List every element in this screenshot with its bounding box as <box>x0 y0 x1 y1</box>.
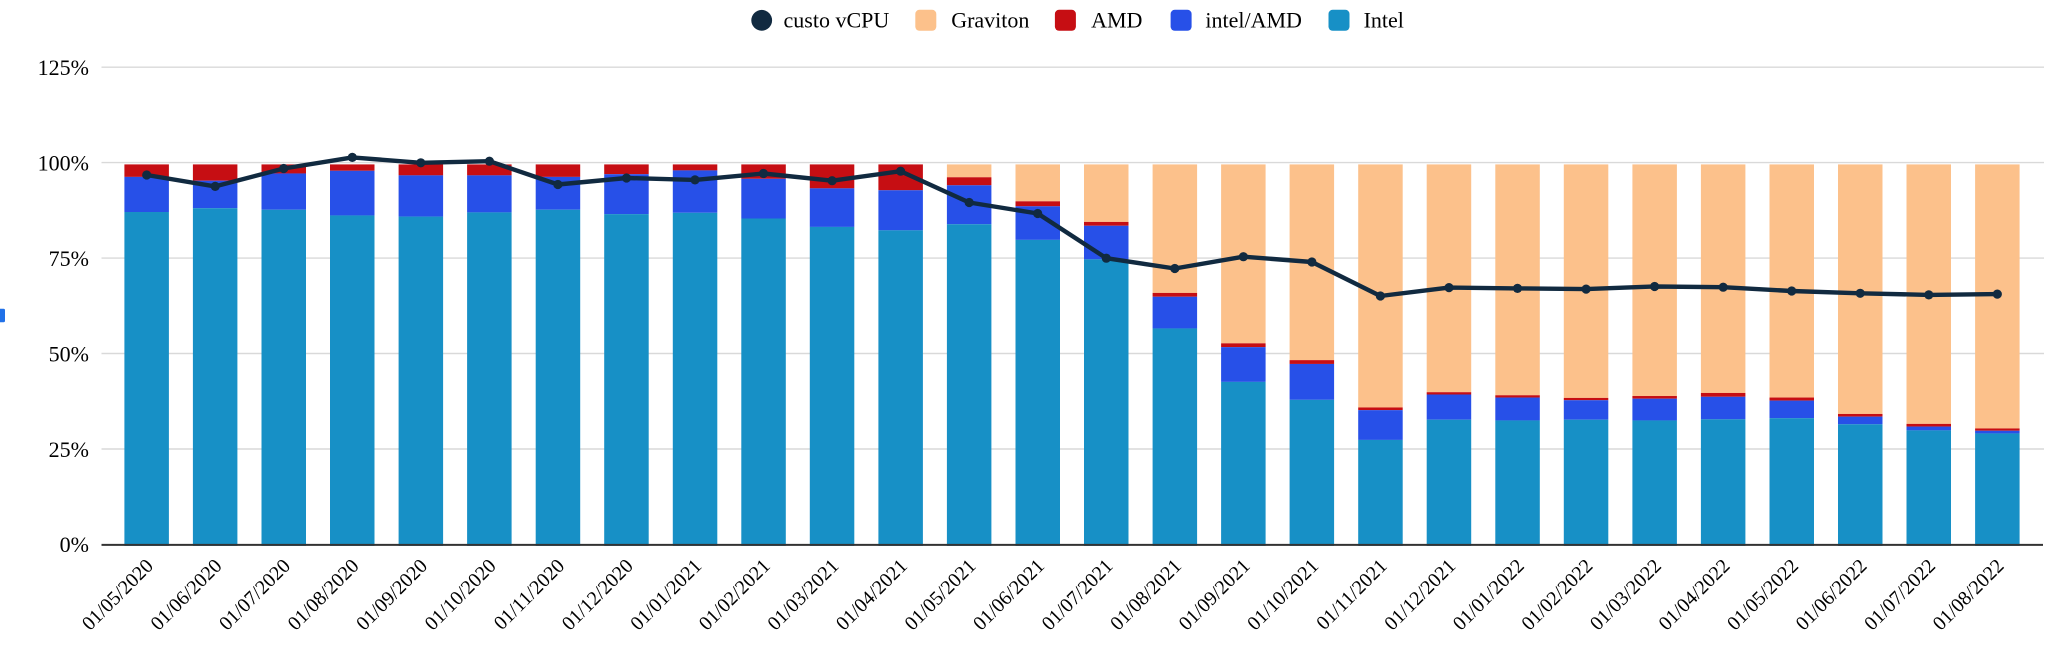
svg-text:AMD: AMD <box>1091 7 1142 32</box>
svg-text:custo vCPU: custo vCPU <box>784 7 890 32</box>
svg-text:125%: 125% <box>38 55 89 80</box>
svg-text:50%: 50% <box>49 341 89 366</box>
svg-text:Intel: Intel <box>1364 7 1404 32</box>
svg-text:100%: 100% <box>38 150 89 175</box>
svg-text:25%: 25% <box>49 437 89 462</box>
svg-text:0%: 0% <box>60 532 89 557</box>
svg-text:intel/AMD: intel/AMD <box>1205 7 1302 32</box>
svg-text:75%: 75% <box>49 246 89 271</box>
svg-text:Graviton: Graviton <box>951 7 1029 32</box>
